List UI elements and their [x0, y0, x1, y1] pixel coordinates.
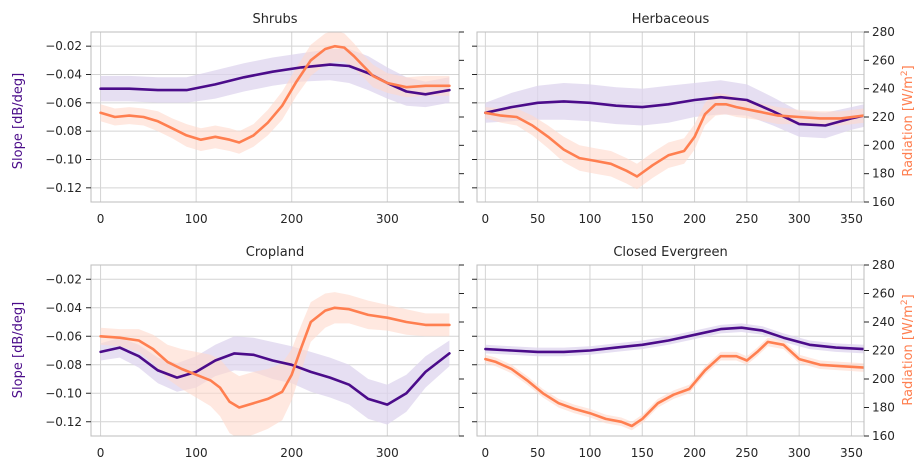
x-tick-label: 150 [631, 212, 654, 226]
radiation-line [99, 44, 451, 144]
left-y-tick-label: −0.08 [45, 358, 82, 372]
left-y-tick-label: −0.08 [45, 124, 82, 138]
radiation-uncertainty-band [485, 337, 864, 431]
left-y-tick-label: −0.04 [45, 301, 82, 315]
left-y-tick-label: −0.06 [45, 96, 82, 110]
x-tick-label: 0 [97, 212, 105, 226]
right-y-tick-label: 220 [872, 344, 895, 358]
left-y-tick-label: −0.02 [45, 39, 82, 53]
x-tick-label: 250 [735, 212, 758, 226]
x-tick-label: 200 [683, 446, 706, 460]
right-y-tick-label: 160 [872, 429, 895, 443]
x-tick-label: 350 [840, 446, 863, 460]
panel-title: Cropland [246, 245, 304, 260]
panel: 0 100 200 300 −0.12 −0.10 −0.08 −0.06 −0.04 −0.02… [45, 245, 464, 460]
panel-title: Shrubs [252, 12, 297, 27]
right-y-tick-label: 160 [872, 195, 895, 209]
panel: 0 50 100 150 200 250 300 350 160 180 200 220 240 260 2… [472, 245, 895, 460]
right-axis-title-top: Radiation [W/m2] [900, 65, 916, 176]
right-axis-title-sup: 2 [900, 299, 910, 305]
x-tick-label: 200 [683, 212, 706, 226]
x-tick-label: 100 [185, 446, 208, 460]
x-tick-label: 300 [788, 446, 811, 460]
right-y-tick-label: 180 [872, 167, 895, 181]
left-axis-title-top: Slope [dB/deg] [11, 73, 26, 169]
right-y-tick-label: 260 [872, 53, 895, 67]
plot-area [99, 32, 451, 154]
left-y-tick-label: −0.06 [45, 329, 82, 343]
x-tick-label: 50 [530, 212, 545, 226]
x-tick-label: 0 [482, 446, 490, 460]
right-y-tick-label: 200 [872, 138, 895, 152]
slope-line [484, 326, 864, 354]
x-tick-label: 300 [376, 446, 399, 460]
right-axis-title-sup: 2 [900, 70, 910, 76]
right-y-tick-label: 280 [872, 25, 895, 39]
slope-uncertainty-band [485, 80, 864, 139]
x-tick-label: 150 [631, 446, 654, 460]
slope-line [99, 63, 451, 96]
slope-uncertainty-band [100, 336, 450, 425]
right-y-tick-label: 200 [872, 372, 895, 386]
right-y-tick-label: 180 [872, 401, 895, 415]
plot-area [484, 323, 864, 431]
right-y-tick-label: 240 [872, 315, 895, 329]
left-y-tick-label: −0.10 [45, 153, 82, 167]
right-y-tick-label: 280 [872, 258, 895, 272]
x-tick-label: 0 [97, 446, 105, 460]
panel: 0 100 200 300 −0.12 −0.10 −0.08 −0.06 −0.04 −0.02… [45, 12, 464, 226]
left-y-tick-label: −0.02 [45, 272, 82, 286]
slope-line [484, 95, 864, 127]
x-tick-label: 50 [530, 446, 545, 460]
radiation-uncertainty-band [485, 92, 864, 190]
panel-title: Herbaceous [632, 12, 710, 27]
x-tick-label: 250 [735, 446, 758, 460]
radiation-line [99, 306, 451, 409]
left-y-tick-label: −0.04 [45, 68, 82, 82]
right-y-tick-label: 220 [872, 110, 895, 124]
right-axis-title-prefix: Radiation [W/m [901, 76, 916, 177]
right-y-tick-label: 260 [872, 287, 895, 301]
plot-area [99, 292, 451, 436]
panel: 0 50 100 150 200 250 300 350 160 180 200 220 240 260 2… [472, 12, 895, 226]
left-y-tick-label: −0.12 [45, 181, 82, 195]
x-tick-label: 350 [840, 212, 863, 226]
plot-area [484, 80, 864, 190]
radiation-uncertainty-band [100, 32, 450, 154]
x-tick-label: 300 [376, 212, 399, 226]
x-tick-label: 100 [579, 446, 602, 460]
right-axis-title-suffix: ] [901, 294, 916, 299]
panel-title: Closed Evergreen [613, 245, 727, 260]
left-axis-title-bottom: Slope [dB/deg] [11, 302, 26, 398]
left-y-tick-label: −0.10 [45, 386, 82, 400]
right-axis-title-suffix: ] [901, 65, 916, 70]
radiation-line [484, 103, 864, 178]
x-tick-label: 100 [579, 212, 602, 226]
x-tick-label: 300 [788, 212, 811, 226]
radiation-line [484, 340, 864, 428]
left-y-tick-label: −0.12 [45, 415, 82, 429]
x-tick-label: 200 [280, 212, 303, 226]
x-tick-label: 0 [482, 212, 490, 226]
right-axis-title-prefix: Radiation [W/m [901, 305, 916, 406]
x-tick-label: 100 [185, 212, 208, 226]
right-y-tick-label: 240 [872, 82, 895, 96]
x-tick-label: 200 [280, 446, 303, 460]
slope-line [99, 346, 451, 406]
right-axis-title-bottom: Radiation [W/m2] [900, 294, 916, 405]
